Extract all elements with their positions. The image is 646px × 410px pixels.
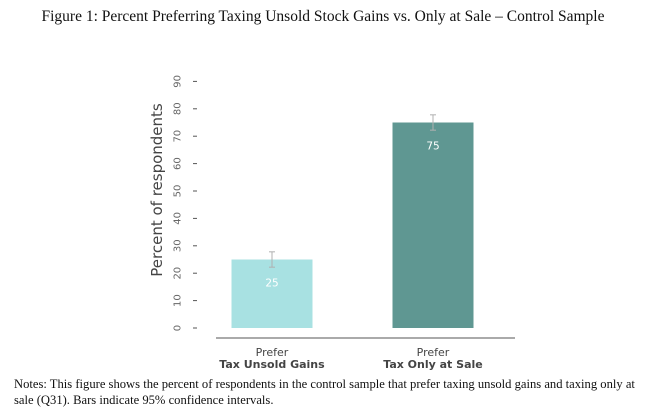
y-axis-ticks: 0 10 20 30 40 50 60 70 80 90: [173, 75, 197, 331]
y-tick-label: 60: [173, 157, 184, 170]
y-tick-label: 10: [173, 294, 184, 307]
category-label-line2: Tax Only at Sale: [383, 358, 482, 371]
y-tick-label: 70: [173, 130, 184, 143]
figure-notes: Notes: This figure shows the percent of …: [14, 377, 635, 407]
figure-title: Figure 1: Percent Preferring Taxing Unso…: [41, 8, 605, 25]
y-axis-label: Percent of respondents: [148, 103, 166, 277]
bars: 25 75: [231, 114, 474, 328]
y-tick-label: 40: [173, 212, 184, 225]
bar-data-label: 75: [426, 141, 439, 153]
category-label-line1: Prefer: [256, 346, 289, 359]
y-tick-label: 30: [173, 239, 184, 252]
y-tick-label: 90: [173, 75, 184, 88]
bar: [231, 259, 313, 328]
y-tick-label: 50: [173, 185, 184, 198]
y-tick-label: 80: [173, 102, 184, 115]
category-label-line1: Prefer: [417, 346, 450, 359]
bar: [392, 122, 474, 328]
bar-chart: Percent of respondents 0 10 20 30 40 50 60 70 80…: [148, 75, 515, 371]
category-label-line2: Tax Unsold Gains: [219, 358, 325, 371]
y-tick-label: 20: [173, 267, 184, 280]
bar-data-label: 25: [265, 278, 278, 290]
y-tick-label: 0: [173, 325, 184, 331]
